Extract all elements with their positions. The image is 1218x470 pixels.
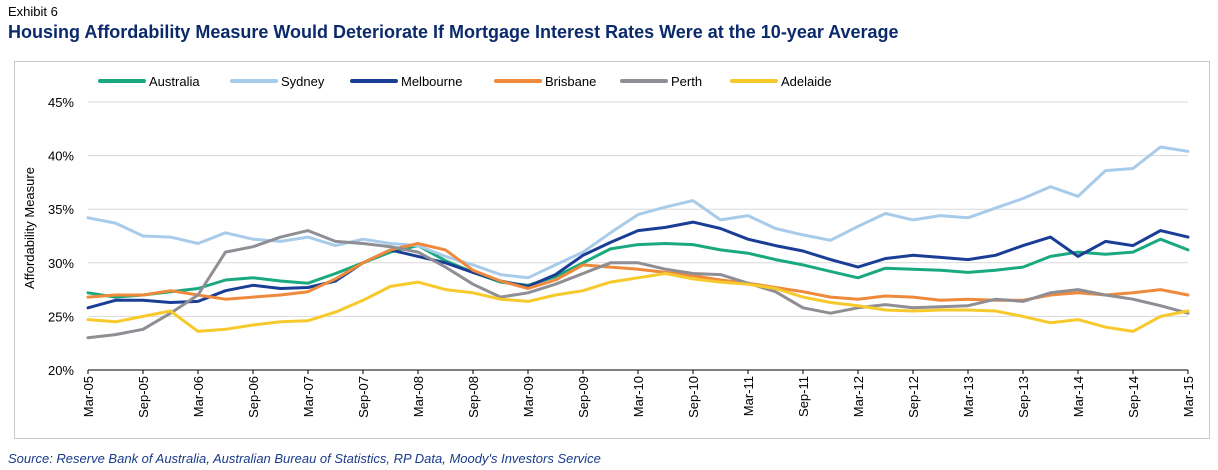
series-line-perth — [86, 229, 1190, 340]
series-line-melbourne — [86, 220, 1190, 310]
series-line-brisbane — [86, 242, 1190, 302]
series-line-sydney — [86, 145, 1190, 280]
x-tick-label: Mar-11 — [741, 376, 756, 416]
y-tick-label: 35% — [48, 202, 74, 217]
y-tick-label: 30% — [48, 256, 74, 271]
x-tick-label: Sep-07 — [356, 376, 371, 418]
legend-label-adelaide: Adelaide — [781, 74, 832, 89]
x-tick-label: Mar-14 — [1071, 376, 1086, 417]
legend-label-perth: Perth — [671, 74, 702, 89]
x-tick-label: Mar-08 — [411, 376, 426, 417]
x-tick-label: Sep-12 — [906, 376, 921, 418]
x-tick-label: Mar-06 — [191, 376, 206, 417]
x-tick-label: Mar-09 — [521, 376, 536, 417]
x-tick-label: Sep-13 — [1016, 376, 1031, 418]
y-tick-label: 25% — [48, 309, 74, 324]
legend-label-brisbane: Brisbane — [545, 74, 596, 89]
x-tick-label: Sep-10 — [686, 376, 701, 418]
source-note: Source: Reserve Bank of Australia, Austr… — [8, 451, 601, 466]
legend-label-sydney: Sydney — [281, 74, 325, 89]
series-line-australia — [86, 237, 1190, 299]
y-axis-label: Affordability Measure — [22, 167, 37, 289]
x-tick-label: Sep-05 — [136, 376, 151, 418]
x-tick-label: Mar-12 — [851, 376, 866, 417]
legend-label-australia: Australia — [149, 74, 200, 89]
x-tick-label: Mar-13 — [961, 376, 976, 417]
y-tick-label: 40% — [48, 149, 74, 164]
x-tick-label: Sep-08 — [466, 376, 481, 418]
y-tick-label: 45% — [48, 95, 74, 110]
series-line-adelaide — [86, 272, 1190, 333]
chart-title: Housing Affordability Measure Would Dete… — [8, 22, 899, 42]
x-tick-label: Sep-11 — [796, 376, 811, 417]
x-tick-label: Mar-05 — [81, 376, 96, 417]
x-tick-label: Sep-14 — [1126, 376, 1141, 418]
legend-label-melbourne: Melbourne — [401, 74, 462, 89]
x-tick-label: Mar-15 — [1181, 376, 1196, 417]
exhibit-label: Exhibit 6 — [8, 4, 58, 19]
x-tick-label: Mar-07 — [301, 376, 316, 417]
x-tick-label: Sep-09 — [576, 376, 591, 418]
x-tick-label: Sep-06 — [246, 376, 261, 418]
y-tick-label: 20% — [48, 363, 74, 378]
x-tick-label: Mar-10 — [631, 376, 646, 417]
chart-frame — [14, 61, 1210, 439]
